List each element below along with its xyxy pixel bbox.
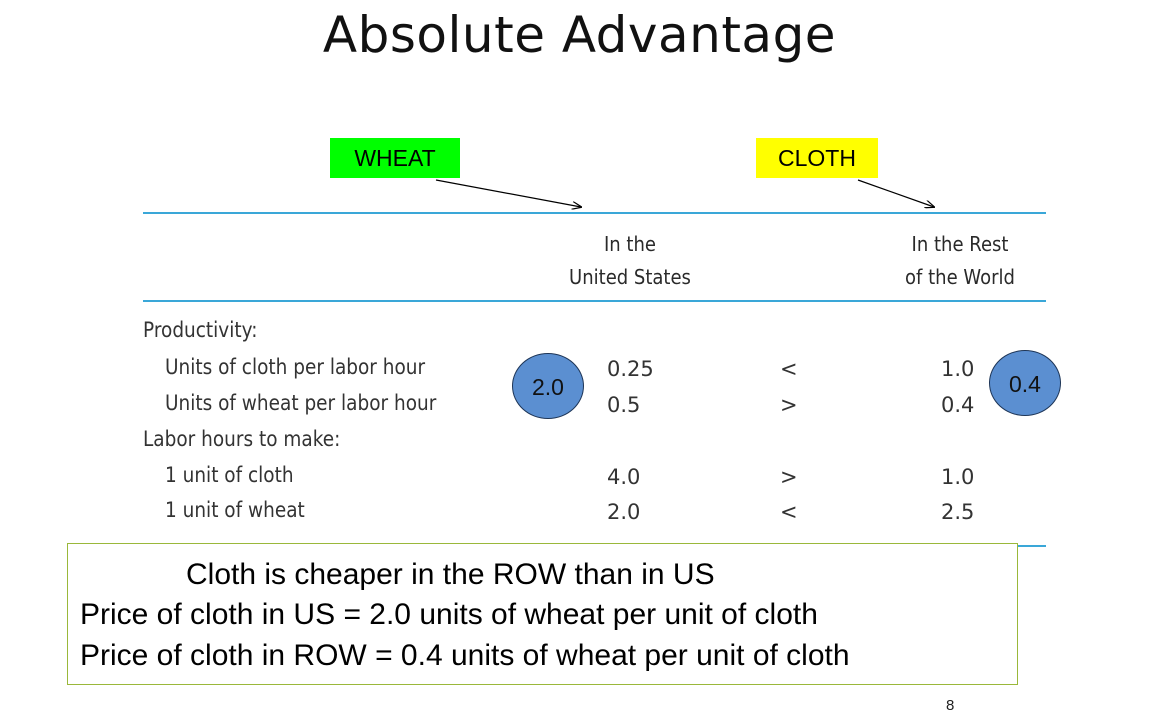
column-header-us-line1: In the [603, 232, 656, 256]
cloth-label: CLOTH [756, 138, 878, 178]
comparison-sign: < [780, 357, 798, 381]
row-label: 1 unit of cloth [165, 463, 294, 487]
row-label: Units of cloth per labor hour [165, 355, 426, 379]
wheat-arrow [435, 179, 581, 207]
us-price-oval: 2.0 [512, 353, 584, 419]
row-label: Labor hours to make: [143, 427, 341, 451]
comparison-sign: > [780, 393, 798, 417]
column-header-us: In the United States [540, 228, 720, 294]
table-header-rule [143, 300, 1046, 302]
row-label: Productivity: [143, 318, 258, 342]
column-header-row: In the Rest of the World [870, 228, 1050, 294]
column-header-row-line1: In the Rest [911, 232, 1009, 256]
comparison-sign: < [780, 500, 798, 524]
conclusion-line: Cloth is cheaper in the ROW than in US [186, 558, 715, 591]
page-number: 8 [946, 697, 955, 714]
us-value: 0.25 [607, 357, 654, 381]
us-value: 0.5 [607, 393, 641, 417]
wheat-label: WHEAT [330, 138, 460, 178]
conclusion-line: Price of cloth in US = 2.0 units of whea… [80, 598, 818, 631]
column-header-row-line2: of the World [905, 265, 1015, 289]
conclusion-line: Price of cloth in ROW = 0.4 units of whe… [80, 639, 850, 672]
column-header-us-line2: United States [569, 265, 691, 289]
us-value: 4.0 [607, 465, 641, 489]
row-label: Units of wheat per labor hour [165, 391, 437, 415]
row-label: 1 unit of wheat [165, 498, 305, 522]
row-price-oval: 0.4 [989, 350, 1061, 416]
table-top-rule [143, 212, 1046, 214]
comparison-sign: > [780, 465, 798, 489]
row-value: 1.0 [941, 465, 975, 489]
us-value: 2.0 [607, 500, 641, 524]
conclusion-box: Cloth is cheaper in the ROW than in US P… [67, 543, 1018, 685]
cloth-arrow [857, 179, 934, 207]
slide-title: Absolute Advantage [322, 6, 837, 64]
row-value: 2.5 [941, 500, 975, 524]
row-value: 0.4 [941, 393, 975, 417]
row-value: 1.0 [941, 357, 975, 381]
